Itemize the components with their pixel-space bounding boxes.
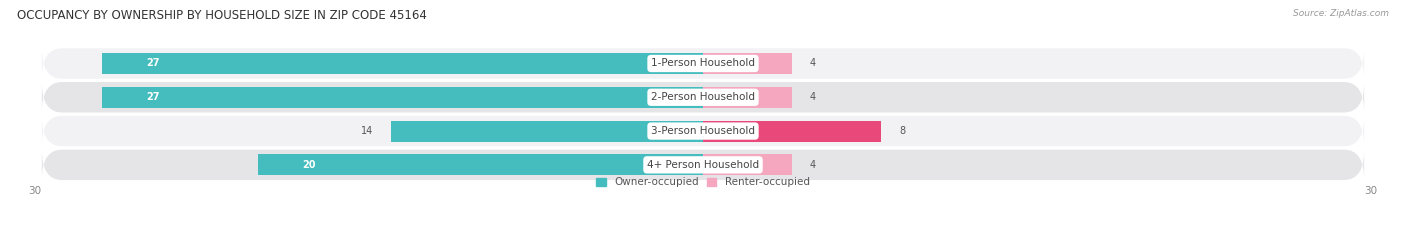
Text: 4: 4 (810, 92, 815, 102)
Bar (391, 121, 703, 141)
FancyBboxPatch shape (42, 82, 1364, 113)
Text: OCCUPANCY BY OWNERSHIP BY HOUSEHOLD SIZE IN ZIP CODE 45164: OCCUPANCY BY OWNERSHIP BY HOUSEHOLD SIZE… (17, 9, 427, 22)
Text: 20: 20 (302, 160, 316, 170)
Bar (101, 87, 703, 108)
Bar (703, 154, 792, 175)
Text: 27: 27 (146, 58, 160, 69)
Bar (703, 53, 792, 74)
Text: 8: 8 (898, 126, 905, 136)
Legend: Owner-occupied, Renter-occupied: Owner-occupied, Renter-occupied (596, 177, 810, 187)
Text: 4: 4 (810, 58, 815, 69)
Text: 3-Person Household: 3-Person Household (651, 126, 755, 136)
FancyBboxPatch shape (42, 48, 1364, 79)
FancyBboxPatch shape (42, 116, 1364, 146)
Text: 1-Person Household: 1-Person Household (651, 58, 755, 69)
Bar (703, 121, 882, 141)
Text: 2-Person Household: 2-Person Household (651, 92, 755, 102)
Text: 14: 14 (361, 126, 374, 136)
Text: 4: 4 (810, 160, 815, 170)
Bar (703, 87, 792, 108)
Text: 4+ Person Household: 4+ Person Household (647, 160, 759, 170)
Bar (257, 154, 703, 175)
Text: 27: 27 (146, 92, 160, 102)
FancyBboxPatch shape (42, 150, 1364, 180)
Text: Source: ZipAtlas.com: Source: ZipAtlas.com (1294, 9, 1389, 18)
Bar (101, 53, 703, 74)
